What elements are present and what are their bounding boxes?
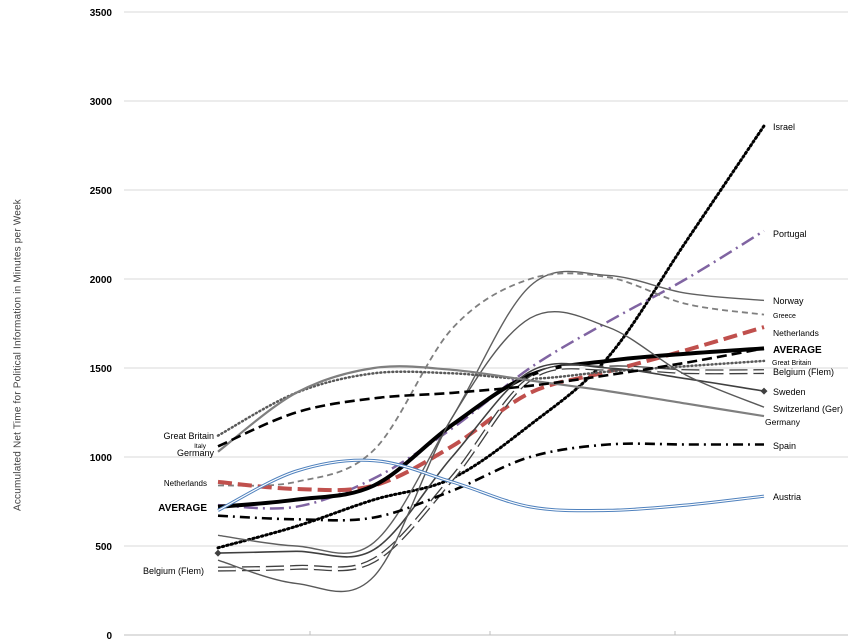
- series-line-austria: [217, 458, 765, 513]
- series-label-start-belgium-flem: Belgium (Flem): [143, 566, 204, 576]
- series-label-end-netherlands: Netherlands: [773, 328, 819, 338]
- y-tick-label: 1500: [90, 364, 113, 375]
- series-label-end-switzerland-ger: Switzerland (Ger): [773, 404, 843, 414]
- y-tick-label: 2000: [90, 275, 113, 286]
- series-line-portugal: [217, 229, 765, 510]
- y-tick-label: 1000: [90, 453, 113, 464]
- y-tick-label: 0: [106, 631, 112, 639]
- series-marker-sweden: [760, 387, 768, 395]
- series-label-start-great-britain: Great Britain: [163, 431, 214, 441]
- y-axis-title: Accumulated Net Time for Political Infor…: [8, 140, 28, 570]
- series-label-start-germany: Germany: [177, 448, 215, 458]
- series-label-end-belgium-flem: Belgium (Flem): [773, 367, 834, 377]
- series-label-start-italy: Italy: [194, 443, 207, 450]
- series-line-average: [217, 346, 765, 509]
- series-label-end-spain: Spain: [773, 441, 796, 451]
- series-label-end-israel: Israel: [773, 122, 795, 132]
- series-label-start-average: AVERAGE: [158, 503, 207, 514]
- y-axis-title-text: Accumulated Net Time for Political Infor…: [12, 198, 24, 512]
- series-line-norway: [217, 270, 765, 554]
- series-line-spain: [217, 442, 764, 522]
- series-line-sweden: [217, 362, 765, 558]
- series-line-italy: [217, 347, 765, 448]
- y-tick-label: 3500: [90, 8, 113, 19]
- series-label-end-sweden: Sweden: [773, 387, 806, 397]
- series-line-greece: [217, 272, 765, 487]
- series-line-germany: [217, 365, 765, 453]
- series-label-end-norway: Norway: [773, 296, 804, 306]
- series-marker-sweden: [214, 549, 222, 557]
- series-label-end-austria: Austria: [773, 492, 801, 502]
- y-tick-label: 2500: [90, 186, 113, 197]
- series-line-belgium-flem-inner: [217, 365, 765, 571]
- y-tick-label: 500: [95, 542, 112, 553]
- series-line-switzerland-ger: [217, 310, 765, 593]
- series-line-austria-inner: [217, 459, 765, 512]
- series-label-end-portugal: Portugal: [773, 229, 807, 239]
- series-label-start-netherlands: Netherlands: [164, 479, 207, 488]
- series-label-end-germany: Germany: [765, 417, 801, 427]
- series-line-israel: [216, 124, 766, 550]
- series-label-end-great-britain: Great Britain: [772, 360, 811, 367]
- series-line-netherlands: [217, 325, 765, 493]
- series-label-end-greece: Greece: [773, 313, 796, 320]
- series-label-end-average: AVERAGE: [773, 345, 822, 356]
- y-tick-label: 3000: [90, 97, 113, 108]
